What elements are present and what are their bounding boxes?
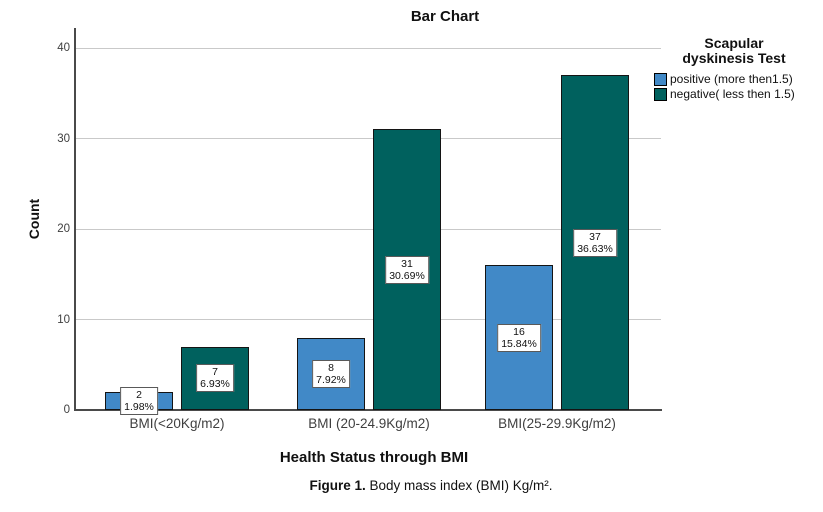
legend-title-line1: Scapular — [704, 35, 764, 51]
y-axis-line — [74, 28, 76, 411]
legend-swatch-negative-icon — [654, 88, 667, 101]
gridline-30 — [76, 138, 661, 139]
bar-label-positive-0: 2 1.98% — [120, 386, 158, 415]
legend-item-negative: negative( less then 1.5) — [654, 87, 820, 102]
gridline-20 — [76, 228, 661, 230]
x-tick-label-1: BMI (20-24.9Kg/m2) — [308, 416, 430, 431]
figure-caption-text: Body mass index (BMI) Kg/m². — [365, 478, 553, 493]
figure-caption: Figure 1. Body mass index (BMI) Kg/m². — [309, 478, 552, 493]
legend-item-positive: positive (more then1.5) — [654, 72, 820, 87]
legend-item-label: positive (more then1.5) — [670, 72, 793, 86]
figure-caption-number: Figure 1. — [309, 478, 366, 493]
gridline-40 — [76, 47, 661, 49]
y-tick-label-0: 0 — [63, 404, 70, 416]
bar-label-positive-2: 16 15.84% — [497, 323, 541, 352]
legend: Scapular dyskinesis Test positive (more … — [648, 36, 820, 102]
y-tick-label-10: 10 — [57, 313, 70, 326]
legend-items: positive (more then1.5) negative( less t… — [648, 72, 820, 102]
chart-title: Bar Chart — [410, 8, 480, 25]
bar-label-negative-2: 37 36.63% — [573, 228, 617, 257]
bar-label-positive-1: 8 7.92% — [312, 359, 350, 388]
bar-negative-2 — [561, 75, 629, 410]
bar-label-negative-1: 31 30.69% — [385, 255, 429, 284]
bar-label-negative-0: 7 6.93% — [196, 364, 234, 393]
x-axis-title: Health Status through BMI — [279, 449, 469, 466]
gridline-10 — [76, 319, 661, 320]
x-axis-line — [74, 409, 662, 411]
x-tick-label-2: BMI(25-29.9Kg/m2) — [498, 416, 616, 431]
legend-swatch-positive-icon — [654, 73, 667, 86]
x-tick-label-0: BMI(<20Kg/m2) — [129, 416, 225, 431]
y-tick-label-20: 20 — [57, 223, 70, 235]
legend-title-line2: dyskinesis Test — [682, 50, 786, 66]
y-tick-label-30: 30 — [57, 132, 70, 145]
legend-item-label: negative( less then 1.5) — [670, 87, 795, 101]
y-tick-label-40: 40 — [57, 42, 70, 54]
legend-title: Scapular dyskinesis Test — [648, 36, 820, 66]
